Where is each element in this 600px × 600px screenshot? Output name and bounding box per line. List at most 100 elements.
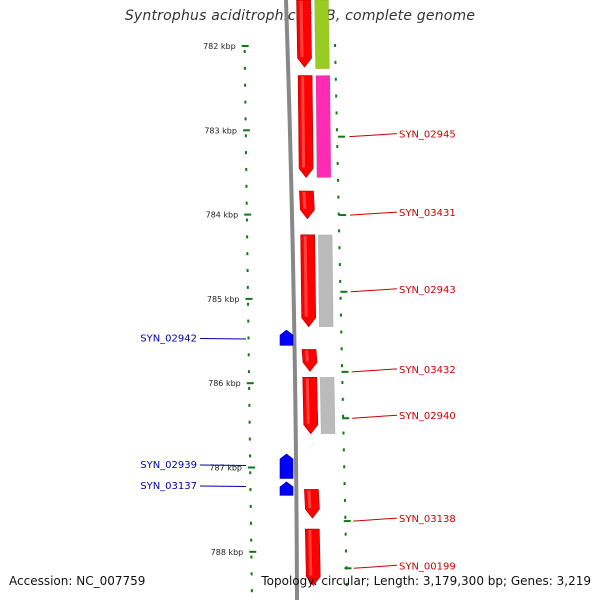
minor-tick <box>334 60 337 64</box>
minor-tick <box>248 420 251 424</box>
label-leader-line <box>351 368 398 373</box>
gene-highlight <box>305 378 310 424</box>
ruler-label: 787 kbp <box>209 464 242 473</box>
minor-tick <box>248 403 251 407</box>
minor-tick <box>248 437 251 441</box>
gene-label[interactable]: SYN_03432 <box>399 365 456 376</box>
minor-tick <box>246 269 249 273</box>
major-tick <box>244 213 252 216</box>
gene-label[interactable]: SYN_02940 <box>399 411 456 422</box>
gene-label[interactable]: SYN_03431 <box>399 208 456 219</box>
major-tick <box>241 45 249 47</box>
minor-tick <box>250 555 253 559</box>
minor-tick <box>250 538 253 542</box>
minor-tick <box>338 229 341 233</box>
minor-tick <box>339 279 342 283</box>
reverse-gene-arrow[interactable] <box>279 329 294 346</box>
genome-backbone <box>284 0 299 600</box>
feature-gray <box>317 234 334 327</box>
reverse-gene-arrow[interactable] <box>279 453 294 479</box>
minor-tick <box>247 370 250 374</box>
minor-tick <box>344 515 347 519</box>
gene-label[interactable]: SYN_02943 <box>399 285 456 296</box>
forward-gene-arrow[interactable] <box>300 234 316 328</box>
gene-highlight <box>299 1 304 58</box>
major-tick <box>340 290 348 293</box>
minor-tick <box>249 471 252 475</box>
minor-tick <box>250 589 253 593</box>
gene-highlight <box>302 191 307 209</box>
minor-tick <box>245 151 248 155</box>
feature-gray <box>319 377 336 435</box>
forward-gene-arrow[interactable] <box>297 75 314 178</box>
gene-highlight <box>308 530 313 576</box>
minor-tick <box>243 66 246 70</box>
minor-tick <box>243 50 246 53</box>
minor-tick <box>342 414 345 418</box>
minor-tick <box>339 313 342 317</box>
minor-tick <box>245 201 248 205</box>
label-leader-line <box>353 564 398 569</box>
minor-tick <box>249 521 252 525</box>
major-tick <box>245 297 253 300</box>
minor-tick <box>249 488 252 492</box>
minor-tick <box>345 583 348 587</box>
forward-gene-arrow[interactable] <box>304 528 321 587</box>
gene-label[interactable]: SYN_00199 <box>399 561 456 572</box>
label-leader-line <box>199 338 247 340</box>
minor-tick <box>244 134 247 138</box>
minor-tick <box>334 77 337 81</box>
minor-tick <box>337 212 340 216</box>
gene-label[interactable]: SYN_03137 <box>140 481 197 492</box>
gene-highlight <box>301 76 306 168</box>
minor-tick <box>335 128 338 132</box>
minor-tick <box>247 336 250 340</box>
genome-summary-label: Topology: circular; Length: 3,179,300 bp… <box>261 574 591 588</box>
gene-label[interactable]: SYN_03138 <box>399 514 456 525</box>
label-leader-line <box>353 517 398 522</box>
minor-tick <box>247 353 250 357</box>
minor-tick <box>336 161 339 165</box>
forward-gene-arrow[interactable] <box>299 190 315 220</box>
forward-gene-arrow[interactable] <box>304 489 320 519</box>
minor-tick <box>341 381 344 384</box>
label-leader-line <box>352 414 398 419</box>
minor-tick <box>341 364 344 368</box>
minor-tick <box>343 498 346 502</box>
minor-tick <box>244 117 247 121</box>
minor-tick <box>334 44 337 47</box>
minor-tick <box>345 549 348 553</box>
minor-tick <box>340 330 343 334</box>
label-leader-line <box>349 133 398 138</box>
minor-tick <box>342 448 345 452</box>
minor-tick <box>338 263 341 267</box>
ruler-label: 783 kbp <box>204 126 237 135</box>
minor-tick <box>245 218 248 222</box>
minor-tick <box>250 572 253 576</box>
minor-tick <box>248 387 251 390</box>
minor-tick <box>341 397 344 401</box>
forward-gene-arrow[interactable] <box>296 0 312 68</box>
ruler-label: 784 kbp <box>206 211 239 220</box>
forward-gene-arrow[interactable] <box>302 376 319 435</box>
gene-label[interactable]: SYN_02945 <box>399 130 456 141</box>
gene-label[interactable]: SYN_02939 <box>140 460 197 471</box>
minor-tick <box>249 454 252 458</box>
accession-label: Accession: NC_007759 <box>9 574 146 588</box>
minor-tick <box>336 145 339 149</box>
major-tick <box>341 370 349 373</box>
gene-highlight <box>307 490 312 509</box>
major-tick <box>246 382 254 385</box>
reverse-gene-arrow[interactable] <box>279 481 294 496</box>
major-tick <box>242 129 250 132</box>
ruler-label: 782 kbp <box>203 42 236 51</box>
minor-tick <box>247 319 250 323</box>
gene-label[interactable]: SYN_02942 <box>140 334 197 345</box>
minor-tick <box>246 235 249 239</box>
feature-green <box>314 0 330 70</box>
ruler-label: 788 kbp <box>211 548 244 557</box>
forward-gene-arrow[interactable] <box>301 349 318 372</box>
minor-tick <box>247 302 250 306</box>
major-tick <box>249 550 257 553</box>
ruler-label: 785 kbp <box>207 295 240 304</box>
